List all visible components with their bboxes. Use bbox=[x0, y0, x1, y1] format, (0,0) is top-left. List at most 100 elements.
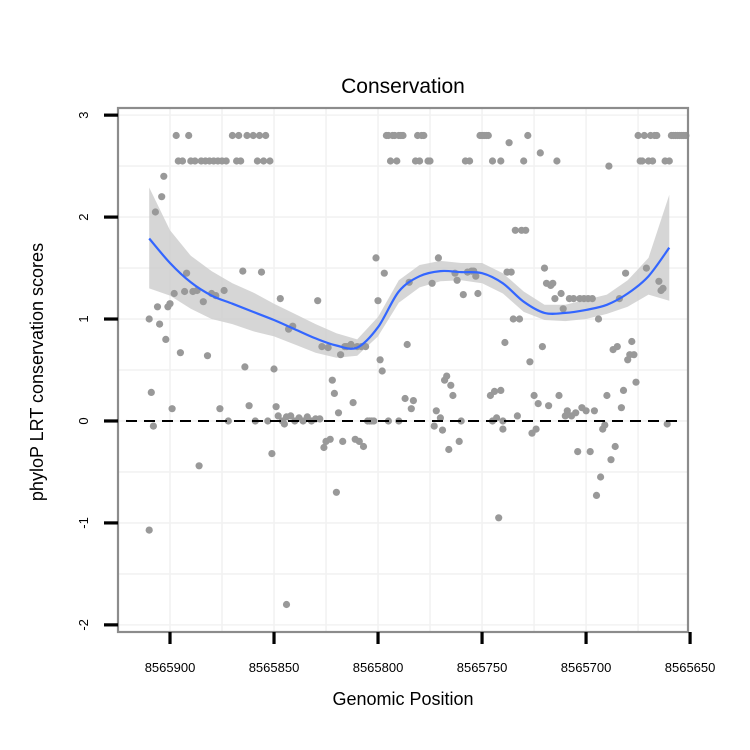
data-point-254 bbox=[497, 386, 505, 394]
data-point-230 bbox=[642, 264, 651, 272]
data-point-211 bbox=[603, 391, 611, 400]
data-point-206 bbox=[592, 491, 601, 499]
data-point-168 bbox=[513, 412, 522, 420]
data-point-181 bbox=[540, 264, 549, 272]
data-point-126 bbox=[426, 157, 434, 165]
data-point-196 bbox=[572, 409, 580, 417]
data-point-35 bbox=[216, 405, 224, 413]
data-point-77 bbox=[320, 443, 328, 452]
data-point-201 bbox=[582, 407, 590, 415]
data-point-160 bbox=[497, 157, 505, 165]
data-point-63 bbox=[280, 420, 288, 428]
data-point-48 bbox=[249, 131, 257, 140]
y-tick-label-2: 0 bbox=[76, 417, 91, 424]
data-point-119 bbox=[409, 397, 417, 405]
data-point-135 bbox=[445, 445, 453, 454]
data-point-136 bbox=[447, 381, 455, 389]
data-point-20 bbox=[185, 131, 193, 140]
data-point-167 bbox=[511, 226, 519, 234]
data-point-224 bbox=[630, 351, 638, 359]
data-point-129 bbox=[432, 407, 440, 415]
data-point-56 bbox=[266, 157, 274, 165]
data-point-18 bbox=[181, 287, 189, 296]
data-point-43 bbox=[237, 157, 245, 165]
data-point-104 bbox=[378, 367, 386, 375]
data-point-212 bbox=[605, 162, 613, 170]
data-point-159 bbox=[495, 514, 503, 522]
data-point-57 bbox=[268, 450, 276, 458]
data-point-51 bbox=[255, 131, 264, 140]
data-point-100 bbox=[370, 417, 378, 425]
data-point-219 bbox=[619, 386, 628, 394]
data-point-130 bbox=[434, 254, 442, 262]
data-point-203 bbox=[586, 448, 594, 456]
data-point-166 bbox=[509, 315, 517, 323]
data-point-187 bbox=[553, 157, 561, 165]
data-point-12 bbox=[168, 405, 176, 413]
data-point-61 bbox=[276, 295, 284, 303]
x-axis: 8565900 8565850 8565800 8565750 8565700 85656… bbox=[145, 632, 716, 675]
data-point-4 bbox=[151, 208, 159, 216]
data-point-250 bbox=[282, 600, 291, 609]
data-point-165 bbox=[507, 268, 515, 276]
data-point-3 bbox=[149, 422, 157, 430]
y-tick-label-1: -1 bbox=[76, 517, 91, 529]
data-point-38 bbox=[222, 157, 230, 165]
data-point-240 bbox=[663, 420, 671, 428]
x-tick-label-5: 8565650 bbox=[665, 660, 716, 675]
data-point-154 bbox=[484, 131, 492, 140]
data-point-1 bbox=[145, 315, 153, 323]
data-point-204 bbox=[588, 295, 596, 303]
data-point-225 bbox=[632, 378, 640, 386]
data-point-139 bbox=[453, 276, 461, 284]
data-point-86 bbox=[339, 437, 347, 445]
data-point-174 bbox=[526, 358, 534, 366]
data-point-39 bbox=[224, 417, 232, 425]
data-point-185 bbox=[549, 279, 557, 287]
data-point-236 bbox=[655, 277, 663, 285]
gridlines bbox=[118, 108, 688, 632]
data-point-85 bbox=[337, 351, 345, 359]
data-point-228 bbox=[638, 157, 646, 165]
data-point-176 bbox=[530, 391, 538, 400]
data-point-25 bbox=[195, 462, 203, 470]
data-point-75 bbox=[316, 415, 324, 423]
data-point-108 bbox=[386, 157, 395, 165]
data-point-226 bbox=[634, 131, 642, 140]
data-point-83 bbox=[332, 488, 340, 496]
data-point-134 bbox=[443, 372, 451, 380]
data-point-90 bbox=[349, 399, 357, 407]
data-point-220 bbox=[622, 269, 630, 277]
x-tick-label-4: 8565700 bbox=[561, 660, 612, 675]
data-point-42 bbox=[235, 131, 243, 140]
x-tick-label-0: 8565900 bbox=[145, 660, 196, 675]
data-point-241 bbox=[665, 157, 673, 165]
y-tick-label-4: 2 bbox=[76, 213, 91, 220]
x-tick-label-3: 8565750 bbox=[457, 660, 508, 675]
data-point-186 bbox=[551, 295, 559, 303]
data-points bbox=[145, 131, 690, 609]
data-point-7 bbox=[158, 193, 166, 201]
data-point-47 bbox=[245, 402, 253, 410]
data-point-93 bbox=[355, 437, 363, 445]
data-point-46 bbox=[243, 131, 251, 140]
x-axis-title: Genomic Position bbox=[332, 689, 473, 709]
data-point-60 bbox=[274, 412, 282, 420]
data-point-213 bbox=[607, 456, 615, 464]
y-axis: -2 -1 0 1 2 3 bbox=[76, 112, 118, 631]
data-point-45 bbox=[241, 363, 249, 371]
data-point-116 bbox=[403, 340, 411, 349]
data-point-44 bbox=[239, 267, 247, 275]
data-point-188 bbox=[555, 391, 563, 400]
data-point-132 bbox=[438, 426, 447, 434]
confidence-ribbon bbox=[149, 187, 670, 358]
data-point-169 bbox=[515, 315, 524, 323]
data-point-82 bbox=[330, 389, 338, 397]
data-point-2 bbox=[147, 388, 155, 396]
data-point-53 bbox=[260, 157, 268, 165]
data-point-205 bbox=[590, 407, 599, 415]
data-point-9 bbox=[162, 335, 170, 343]
data-point-255 bbox=[499, 417, 507, 425]
data-point-79 bbox=[324, 344, 332, 352]
